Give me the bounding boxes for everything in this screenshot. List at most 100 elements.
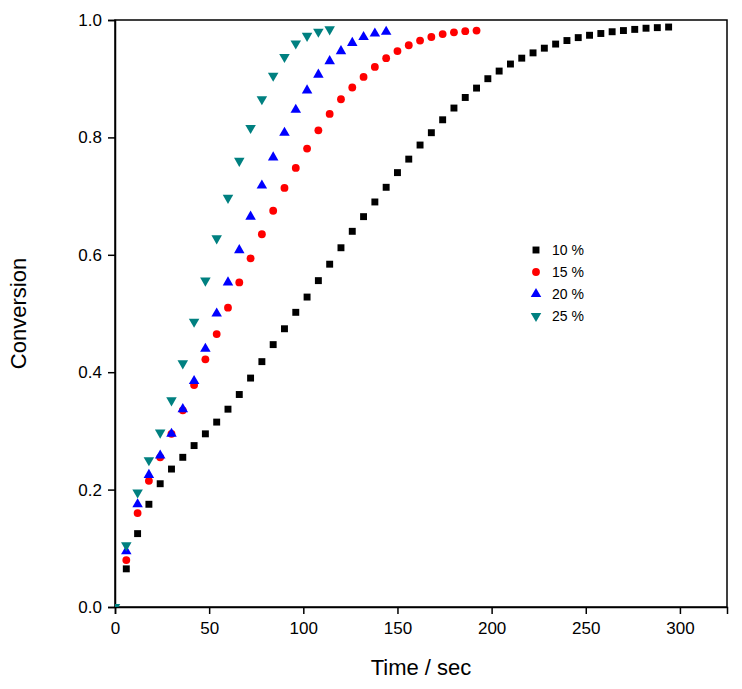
point	[225, 406, 232, 413]
point	[155, 449, 166, 458]
point	[132, 489, 143, 498]
tick-label: 150	[384, 619, 412, 638]
tick-label: 200	[478, 619, 506, 638]
point	[324, 55, 335, 64]
point	[370, 27, 381, 36]
point	[270, 341, 277, 348]
point	[347, 37, 358, 46]
point	[304, 294, 311, 301]
point	[292, 309, 299, 316]
point	[213, 419, 220, 426]
point	[166, 397, 177, 406]
point	[123, 565, 130, 572]
point	[597, 30, 604, 37]
point	[439, 116, 446, 123]
point	[223, 276, 234, 285]
point	[620, 27, 627, 34]
point	[168, 466, 175, 473]
point	[268, 151, 279, 160]
tick: 150	[384, 607, 412, 638]
chart: 0501001502002503000.00.20.40.60.81.0Time…	[0, 0, 742, 689]
point	[234, 158, 245, 167]
point	[439, 30, 447, 38]
point	[155, 430, 166, 439]
tick-label: 300	[666, 619, 694, 638]
point	[496, 68, 503, 75]
point	[189, 375, 200, 384]
point	[360, 73, 368, 81]
tick-mark	[108, 489, 115, 491]
tick-mark	[586, 607, 588, 614]
point	[145, 501, 152, 508]
point	[245, 211, 256, 220]
legend-label: 15 %	[552, 264, 584, 280]
tick-mark	[108, 372, 115, 374]
y-axis-title: Conversion	[6, 258, 31, 369]
point	[358, 31, 369, 40]
legend-label: 20 %	[552, 286, 584, 302]
point	[178, 403, 189, 412]
point	[313, 69, 324, 78]
point	[371, 63, 379, 71]
point	[134, 509, 142, 517]
point	[428, 129, 435, 136]
point	[211, 307, 222, 316]
point	[427, 33, 435, 41]
point	[179, 454, 186, 461]
x-axis: 050100150200250300	[111, 607, 728, 638]
tick-label: 0.2	[78, 481, 102, 500]
legend-symbol	[532, 268, 540, 276]
point	[269, 207, 277, 215]
point	[302, 33, 313, 42]
point	[394, 47, 402, 55]
tick-label: 0.4	[78, 363, 102, 382]
y-axis: 0.00.20.40.60.81.0	[78, 11, 115, 617]
tick: 0.6	[78, 246, 115, 265]
point	[291, 104, 302, 113]
point	[416, 37, 424, 45]
tick-label: 0	[111, 619, 120, 638]
point	[279, 127, 290, 136]
axis-line	[108, 21, 116, 608]
point	[552, 41, 559, 48]
tick-label: 0.8	[78, 128, 102, 147]
point	[200, 278, 211, 287]
point	[189, 319, 200, 328]
marks	[115, 24, 672, 607]
tick-label: 0.6	[78, 246, 102, 265]
tick-mark	[397, 607, 399, 614]
point	[609, 28, 616, 35]
point	[145, 477, 153, 485]
point	[417, 142, 424, 149]
point	[224, 304, 232, 312]
point	[338, 244, 345, 251]
point	[383, 184, 390, 191]
point	[326, 261, 333, 268]
tick-mark	[108, 255, 115, 257]
point	[279, 54, 290, 63]
point	[292, 164, 300, 172]
point	[575, 34, 582, 41]
point	[563, 37, 570, 44]
point	[191, 442, 198, 449]
point	[450, 28, 458, 36]
point	[257, 96, 268, 105]
legend-symbol	[531, 288, 542, 297]
legend-item: 10 %	[533, 242, 584, 258]
point	[530, 49, 537, 56]
point	[291, 40, 302, 49]
point	[473, 27, 481, 35]
legend: 10 % 15 % 20 % 25 %	[531, 242, 584, 324]
point	[313, 29, 324, 38]
point	[349, 228, 356, 235]
point	[211, 235, 222, 244]
legend-label: 25 %	[552, 308, 584, 324]
point	[134, 530, 141, 537]
tick-label: 0.0	[78, 598, 102, 617]
point	[484, 75, 491, 82]
point	[665, 24, 672, 31]
point	[257, 179, 268, 188]
tick: 300	[666, 607, 694, 638]
point	[178, 360, 189, 369]
point	[360, 213, 367, 220]
